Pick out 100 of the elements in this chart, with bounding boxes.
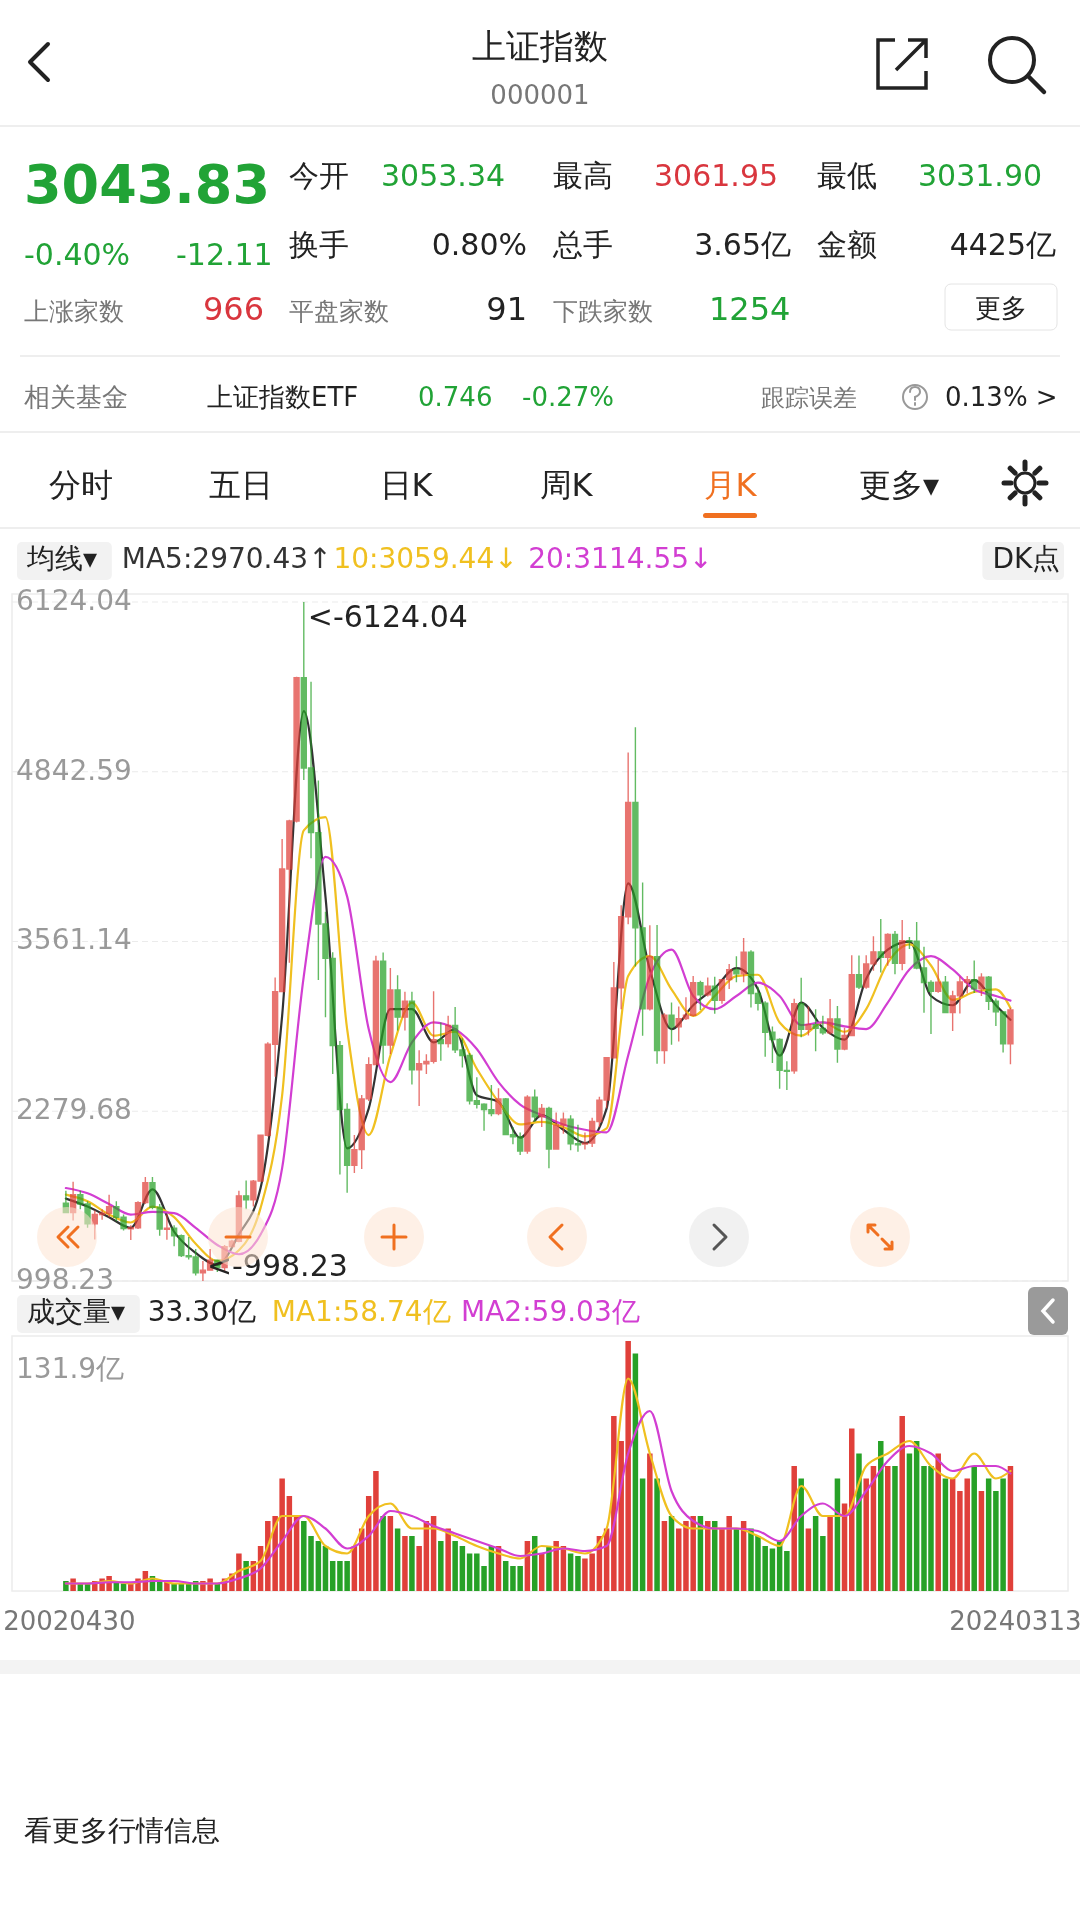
- text: 分时: [49, 466, 113, 504]
- candlestick: [242, 1179, 250, 1210]
- bar: [394, 1528, 401, 1591]
- bar: [878, 1441, 884, 1591]
- text: 33.30亿: [147, 1295, 256, 1328]
- bar: [812, 1516, 819, 1591]
- bar: [978, 1491, 985, 1591]
- bar: [639, 1478, 646, 1591]
- text: 更多: [975, 293, 1027, 323]
- bar: [380, 1516, 386, 1591]
- candlestick: [408, 991, 416, 1086]
- text: 966: [202, 290, 264, 328]
- bar: [445, 1528, 451, 1591]
- text: 0.746: [418, 382, 493, 412]
- bar: [416, 1546, 422, 1591]
- bar: [675, 1528, 682, 1591]
- candlestick: [653, 924, 661, 1065]
- candlestick: [978, 972, 985, 997]
- text: 91: [486, 290, 527, 328]
- text: 换手: [289, 227, 349, 262]
- text: 最高: [553, 158, 613, 193]
- bar: [567, 1553, 574, 1591]
- text: 看更多行情信息: [24, 1814, 220, 1847]
- bar: [798, 1478, 804, 1591]
- text: MA2:59.03亿: [461, 1295, 640, 1328]
- x-tick-label: 20240313: [949, 1606, 1080, 1636]
- candlestick: [62, 1189, 70, 1214]
- text: 3043.83: [24, 153, 270, 216]
- text: 3061.95: [654, 158, 779, 193]
- y-tick-label: 3561.14: [16, 923, 132, 957]
- x-tick-label: 20020430: [3, 1606, 136, 1636]
- text: DK点: [992, 542, 1061, 575]
- text: 更多▾: [858, 466, 940, 504]
- bar: [373, 1471, 379, 1591]
- annotation: 131.9亿: [16, 1352, 125, 1385]
- bar: [805, 1528, 812, 1591]
- bar: [452, 1541, 458, 1591]
- text: 五日: [209, 466, 273, 504]
- text: MA5:2970.43↑: [121, 542, 332, 575]
- text: 平盘家数: [289, 297, 389, 326]
- candlestick: [935, 958, 942, 994]
- candlestick: [877, 918, 884, 974]
- text: -0.40%: [24, 237, 131, 272]
- text: 日K: [379, 466, 434, 504]
- candlestick: [697, 980, 704, 1011]
- candlestick: [444, 1015, 452, 1049]
- bar: [784, 1551, 790, 1591]
- bar: [899, 1416, 905, 1591]
- bar: [949, 1478, 956, 1591]
- bar: [863, 1478, 869, 1591]
- candlestick: [740, 937, 747, 983]
- bar: [315, 1541, 322, 1591]
- y-tick-label: 2279.68: [16, 1093, 132, 1127]
- text: 0.80%: [431, 227, 527, 262]
- candlestick: [661, 1012, 668, 1065]
- text: 3053.34: [381, 158, 506, 193]
- text: 0.13% >: [945, 382, 1058, 412]
- text: 上涨家数: [24, 297, 124, 326]
- candlestick: [646, 924, 654, 1012]
- candlestick: [826, 998, 834, 1036]
- annotation: <-6124.04: [307, 598, 468, 634]
- text: 上证指数ETF: [207, 382, 359, 412]
- candlestick: [711, 976, 718, 1015]
- bar: [546, 1546, 552, 1591]
- bar: [906, 1453, 913, 1591]
- candlestick: [668, 1001, 675, 1046]
- candlestick: [495, 1087, 502, 1116]
- candlestick: [524, 1094, 531, 1155]
- text: 跟踪误差: [761, 384, 857, 412]
- candlestick: [437, 1021, 445, 1062]
- text: 周K: [539, 466, 594, 504]
- candlestick: [971, 959, 978, 994]
- text: 总手: [552, 227, 613, 262]
- bar: [885, 1466, 891, 1591]
- text: 今开: [289, 158, 349, 193]
- annotation: <-998.23: [206, 1247, 348, 1283]
- bar: [329, 1561, 336, 1591]
- text: 1254: [709, 290, 791, 328]
- y-tick-label: 6124.04: [16, 584, 132, 617]
- text: 3.65亿: [694, 227, 791, 262]
- y-tick-label: 998.23: [16, 1263, 114, 1296]
- text: -0.27%: [522, 382, 614, 412]
- bar: [553, 1541, 559, 1591]
- bar: [942, 1478, 949, 1591]
- bar: [985, 1478, 992, 1591]
- candlestick: [834, 1005, 841, 1064]
- bar: [387, 1516, 394, 1591]
- text: 4425亿: [949, 227, 1056, 262]
- bar: [402, 1536, 408, 1591]
- candlestick: [855, 954, 863, 990]
- text: 最低: [817, 158, 877, 193]
- legend-title: 成交量▾: [27, 1295, 126, 1328]
- bar: [935, 1453, 941, 1591]
- y-tick-label: 4842.59: [16, 753, 132, 787]
- candlestick: [899, 919, 906, 971]
- bar: [502, 1561, 509, 1591]
- text: 10:3059.44↓: [333, 542, 518, 575]
- candlestick: [401, 991, 409, 1032]
- bar: [856, 1453, 862, 1591]
- bar: [892, 1466, 898, 1591]
